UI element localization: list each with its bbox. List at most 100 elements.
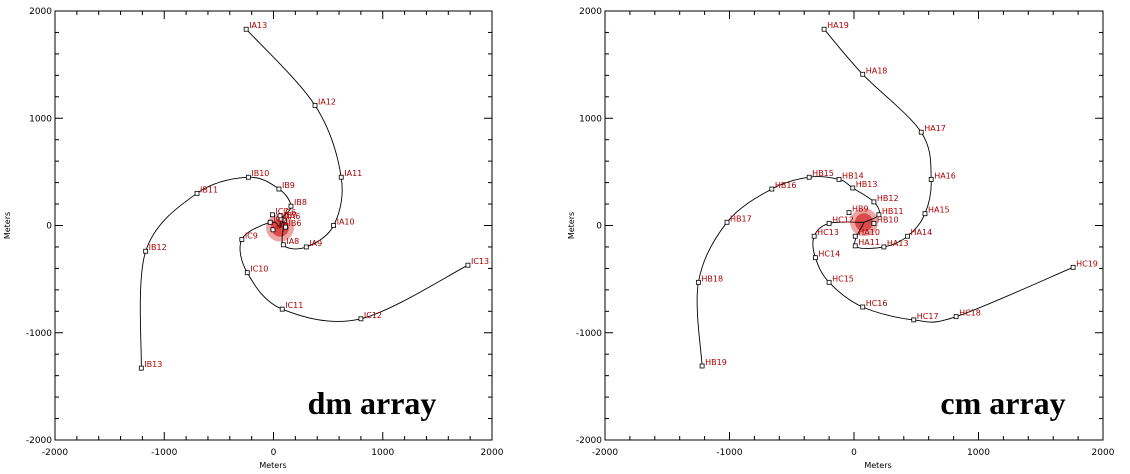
antenna-label: IC6: [283, 208, 296, 217]
antenna-label: HB14: [842, 171, 864, 180]
x-axis-title: Meters: [864, 461, 891, 470]
antenna-label: HB15: [812, 169, 834, 178]
x-tick-label: -2000: [42, 448, 68, 458]
antenna-label: IC12: [364, 311, 382, 320]
x-tick-label: 0: [271, 448, 277, 458]
antenna-label: HB16: [775, 181, 797, 190]
antenna-marker: [836, 176, 842, 182]
antenna-label: HB12: [877, 194, 899, 203]
antenna-label: HC15: [832, 274, 854, 283]
antenna-marker: [918, 129, 924, 135]
x-tick-label: 1000: [371, 448, 394, 458]
antenna-label: IA13: [249, 21, 267, 30]
antenna-marker: [922, 211, 928, 217]
antenna-label: HB10: [877, 215, 899, 224]
antenna-marker: [288, 203, 294, 209]
dm-array-panel: -2000 -1000 0 1000 2000 -2000 -1000 0 1000 2000 Me…: [3, 7, 504, 470]
x-tick-label: -1000: [716, 448, 742, 458]
antenna-label: HA11: [858, 238, 880, 247]
antenna-marker: [695, 279, 701, 285]
antenna-marker: [826, 220, 832, 226]
antenna-label: HB11: [882, 207, 904, 216]
antenna-label: HA14: [911, 228, 933, 237]
y-axis-title: Meters: [567, 212, 576, 239]
antenna-marker: [699, 363, 705, 369]
x-tick-label: 2000: [1092, 448, 1115, 458]
y-tick-label: 0: [46, 222, 52, 232]
antenna-label: IA9: [309, 239, 322, 248]
antenna-marker: [806, 174, 812, 180]
antenna-label: HA15: [928, 206, 950, 215]
antenna-label: HA13: [887, 239, 909, 248]
antenna-marker: [277, 213, 283, 219]
antenna-marker: [239, 237, 245, 242]
antenna-marker: [821, 26, 827, 32]
antenna-label: HC18: [959, 309, 981, 318]
antenna-label: HC16: [866, 299, 888, 308]
antenna-marker: [270, 227, 276, 233]
antenna-label: IB13: [144, 360, 162, 369]
antenna-marker: [267, 219, 273, 225]
antenna-label: IC7: [275, 207, 288, 216]
antenna-label: HB19: [705, 358, 727, 367]
array-name-label: cm array: [940, 385, 1065, 421]
antenna-label: IB10: [251, 169, 269, 178]
antenna-marker: [331, 223, 336, 228]
antenna-label: HA16: [934, 171, 956, 180]
antenna-marker: [243, 26, 249, 32]
antenna-label: IA10: [337, 218, 355, 227]
antenna-marker: [905, 233, 910, 239]
antenna-marker: [928, 176, 934, 182]
y-tick-label: -2000: [26, 436, 52, 446]
antenna-marker: [143, 248, 149, 254]
dm-array-plot: -2000 -1000 0 1000 2000 -2000 -1000 0 1000 2000 Me…: [3, 7, 504, 470]
antenna-marker: [811, 233, 817, 239]
antenna-marker: [871, 220, 877, 226]
antenna-label: HB18: [701, 274, 723, 283]
antenna-marker: [358, 316, 364, 322]
y-tick-label: 2000: [579, 7, 602, 17]
antenna-marker: [276, 186, 282, 192]
antenna-marker: [280, 242, 286, 248]
antenna-label: IC13: [471, 257, 489, 266]
antenna-marker: [724, 219, 730, 225]
y-tick-label: -2000: [576, 436, 602, 446]
antenna-label: HA10: [858, 228, 880, 237]
antenna-label: HB9: [852, 205, 869, 214]
antenna-label: HA17: [924, 124, 946, 133]
antenna-marker: [338, 174, 344, 180]
spiral-arm-curve: [696, 176, 880, 367]
antenna-label: HC12: [832, 215, 854, 224]
antenna-marker: [303, 244, 309, 250]
antenna-label: IB8: [294, 198, 307, 207]
antenna-marker: [826, 279, 832, 285]
antenna-marker: [270, 212, 275, 218]
antenna-label: HB17: [730, 214, 752, 223]
antenna-label: HC13: [817, 228, 839, 237]
antenna-marker: [850, 185, 856, 191]
antenna-label: IA11: [344, 169, 362, 178]
antenna-label: IB9: [282, 181, 295, 190]
x-tick-label: 0: [851, 448, 857, 458]
cm-array-panel: -2000 -1000 0 1000 2000 -2000 -1000 0 1000 2000 Me…: [565, 0, 1130, 474]
y-tick-label: -1000: [576, 329, 602, 339]
x-axis-title: Meters: [259, 461, 286, 470]
antenna-label: IC8: [273, 214, 286, 223]
antenna-marker: [138, 365, 144, 371]
antenna-label: HA19: [827, 21, 849, 30]
antenna-label: IA7: [276, 222, 289, 231]
antenna-label: IA6: [287, 212, 300, 221]
antenna-label: IC9: [245, 231, 258, 240]
antenna-marker: [953, 314, 959, 320]
antenna-label: HA18: [866, 66, 888, 75]
antenna-label: IA8: [286, 237, 299, 246]
antenna-marker: [813, 255, 818, 261]
antenna-label: IC11: [285, 301, 303, 310]
antenna-label: IC10: [250, 265, 268, 274]
antenna-marker: [876, 212, 882, 218]
antenna-marker: [244, 270, 250, 276]
antenna-label: IB12: [149, 243, 167, 252]
x-tick-label: -1000: [151, 448, 177, 458]
antenna-label: HC19: [1076, 259, 1098, 268]
antenna-marker: [881, 244, 887, 250]
